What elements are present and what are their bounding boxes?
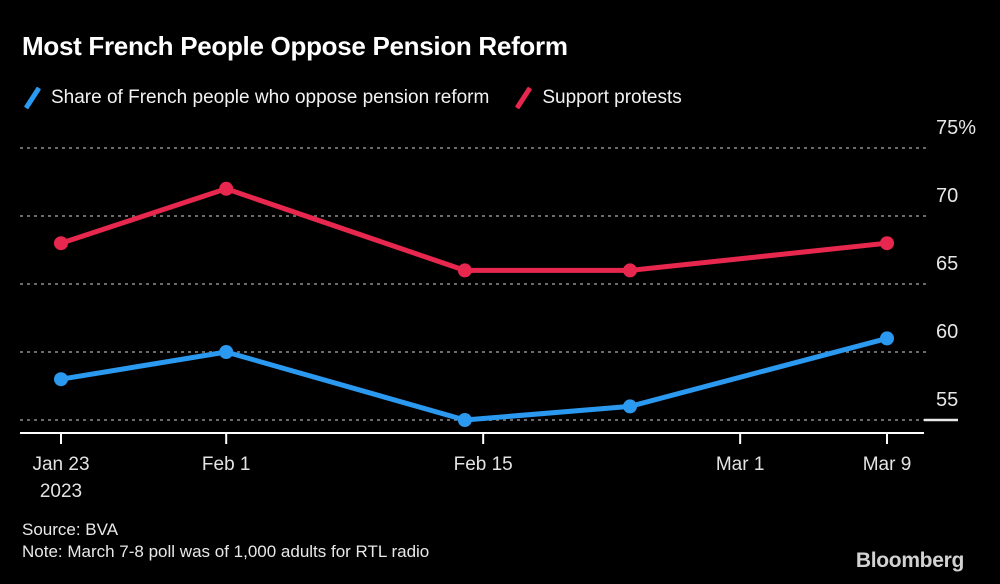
x-tick-label-jan-23: Jan 23 2023 [32,454,90,502]
data-point-support-protests-feb-23 [623,263,638,278]
data-point-support-protests-jan-23 [54,236,68,251]
legend-label-oppose: Share of French people who oppose pensio… [51,87,490,108]
data-point-oppose-reform-jan-23 [54,372,68,387]
x-tick-label-feb-1: Feb 1 [201,454,251,475]
bloomberg-logo: Bloomberg [855,549,964,572]
y-tick-label-75: 75% [936,117,977,139]
y-tick-label-65: 65 [936,253,959,275]
legend-item-oppose: Share of French people who oppose pensio… [22,86,489,110]
y-tick-label-55: 55 [936,389,959,411]
data-point-oppose-reform-feb-14 [457,413,472,427]
data-point-support-protests-feb-14 [457,263,472,278]
y-tick-label-70: 70 [936,185,959,207]
source-text: Source: BVA [22,520,119,539]
y-tick-label-60: 60 [936,321,959,343]
x-tick-label-mar-9: Mar 9 [862,454,912,475]
data-point-support-protests-feb-1 [219,181,234,196]
note-text: Note: March 7-8 poll was of 1,000 adults… [22,542,430,561]
x-tick-label-mar-1: Mar 1 [715,454,765,475]
data-point-oppose-reform-feb-23 [623,399,638,414]
legend: Share of French people who oppose pensio… [22,86,682,110]
legend-label-protests: Support protests [542,87,682,108]
data-point-oppose-reform-feb-1 [219,345,234,359]
line-series-oppose-reform [58,335,890,423]
data-point-oppose-reform-mar-9 [880,331,895,346]
line-series-support-protests [58,186,890,273]
data-point-support-protests-mar-9 [880,236,895,251]
x-tick-label-feb-15: Feb 15 [453,454,513,475]
legend-item-protests: Support protests [513,86,681,110]
chart-title: Most French People Oppose Pension Reform [22,31,568,61]
